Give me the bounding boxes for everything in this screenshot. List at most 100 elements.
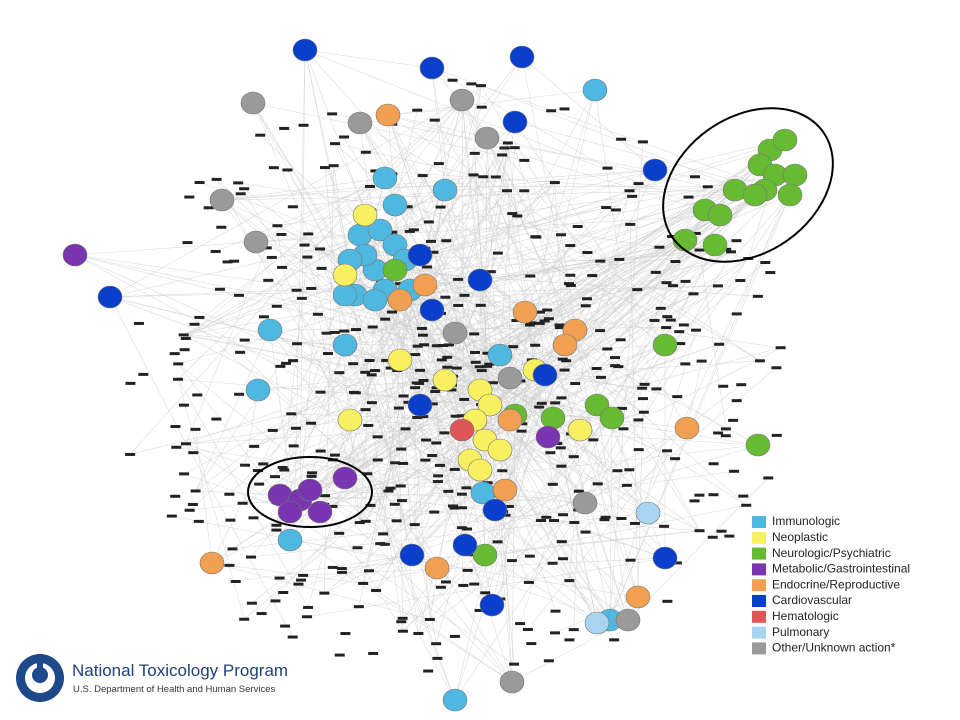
minor-node xyxy=(246,601,257,605)
disease-node xyxy=(292,38,318,62)
edge xyxy=(686,361,702,429)
minor-node xyxy=(554,326,565,330)
disease-node xyxy=(540,406,566,430)
minor-node xyxy=(609,638,620,642)
minor-node xyxy=(431,441,442,445)
edge xyxy=(454,85,482,334)
minor-node xyxy=(225,518,236,522)
edge xyxy=(334,436,378,456)
minor-node xyxy=(330,142,341,146)
minor-node xyxy=(210,249,221,253)
edge xyxy=(387,114,475,335)
minor-node xyxy=(329,453,340,457)
minor-node xyxy=(441,239,452,243)
minor-node xyxy=(556,396,567,400)
disease-node xyxy=(297,478,323,502)
edge xyxy=(643,251,732,413)
edge xyxy=(185,443,293,638)
minor-node xyxy=(478,175,489,179)
minor-node xyxy=(389,502,400,506)
minor-node xyxy=(327,504,338,508)
minor-node xyxy=(610,208,621,212)
minor-node xyxy=(437,344,448,348)
disease-node xyxy=(782,163,808,187)
minor-node xyxy=(372,435,383,439)
edge xyxy=(396,251,732,272)
edge xyxy=(637,398,644,598)
minor-node xyxy=(651,387,662,391)
minor-node xyxy=(568,455,579,459)
minor-node xyxy=(492,540,503,544)
minor-node xyxy=(224,563,235,567)
minor-node xyxy=(426,239,437,243)
minor-node xyxy=(281,361,292,365)
minor-node xyxy=(536,401,547,405)
minor-node xyxy=(187,502,198,506)
minor-node xyxy=(547,482,558,486)
minor-node xyxy=(731,239,742,243)
minor-node xyxy=(327,112,338,116)
minor-node xyxy=(423,220,434,224)
minor-node xyxy=(557,557,568,561)
minor-node xyxy=(334,653,345,657)
edge xyxy=(332,459,513,683)
minor-node xyxy=(602,166,613,170)
minor-node xyxy=(252,469,263,473)
disease-node xyxy=(532,363,558,387)
minor-node xyxy=(125,452,136,456)
edge xyxy=(479,279,575,523)
edge xyxy=(445,89,596,583)
minor-node xyxy=(410,353,421,357)
minor-node xyxy=(522,627,533,631)
disease-node xyxy=(352,203,378,227)
minor-node xyxy=(417,326,428,330)
minor-node xyxy=(278,591,289,595)
edge xyxy=(627,477,769,621)
edge xyxy=(428,221,491,406)
edge xyxy=(185,443,515,665)
minor-node xyxy=(428,250,439,254)
edge xyxy=(185,247,268,444)
minor-node xyxy=(299,243,310,247)
minor-node xyxy=(178,333,189,337)
edge xyxy=(609,194,791,621)
minor-node xyxy=(456,414,467,418)
edge xyxy=(250,512,649,558)
minor-node xyxy=(696,359,707,363)
minor-node xyxy=(296,296,307,300)
edge xyxy=(307,256,419,634)
minor-node xyxy=(125,381,136,385)
minor-node xyxy=(650,270,661,274)
minor-node xyxy=(178,403,189,407)
minor-node xyxy=(412,415,423,419)
disease-node xyxy=(745,433,771,457)
minor-node xyxy=(271,528,282,532)
minor-node xyxy=(561,359,572,363)
minor-node xyxy=(417,333,428,337)
minor-node xyxy=(279,126,290,130)
edge xyxy=(221,199,329,354)
minor-node xyxy=(184,195,195,199)
minor-node xyxy=(391,519,402,523)
minor-node xyxy=(637,386,648,390)
edge xyxy=(309,489,586,504)
disease-node xyxy=(497,366,523,390)
edge xyxy=(195,329,271,492)
disease-node xyxy=(635,501,661,525)
minor-node xyxy=(327,565,338,569)
minor-node xyxy=(654,245,665,249)
edge xyxy=(514,147,639,598)
minor-node xyxy=(555,446,566,450)
minor-node xyxy=(765,271,776,275)
edge xyxy=(431,309,565,371)
edge xyxy=(74,254,563,360)
disease-node xyxy=(277,528,303,552)
disease-node xyxy=(449,418,475,442)
minor-node xyxy=(453,277,464,281)
edge xyxy=(482,492,666,559)
legend: Immunologic Neoplastic Neurologic/Psychiat… xyxy=(752,514,910,655)
disease-node xyxy=(362,288,388,312)
minor-node xyxy=(286,412,297,416)
edge xyxy=(431,67,446,191)
minor-node xyxy=(599,518,610,522)
